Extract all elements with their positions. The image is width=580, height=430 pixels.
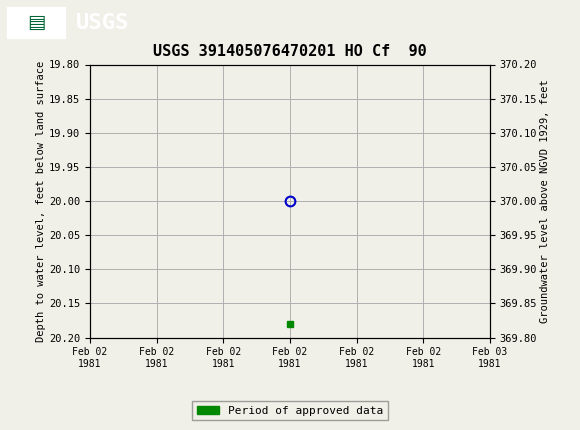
Text: ▤: ▤ [27,13,45,32]
Legend: Period of approved data: Period of approved data [193,401,387,420]
Y-axis label: Groundwater level above NGVD 1929, feet: Groundwater level above NGVD 1929, feet [540,79,550,323]
Y-axis label: Depth to water level, feet below land surface: Depth to water level, feet below land su… [36,60,46,342]
Title: USGS 391405076470201 HO Cf  90: USGS 391405076470201 HO Cf 90 [153,44,427,59]
FancyBboxPatch shape [7,7,65,38]
Text: USGS: USGS [75,12,129,33]
